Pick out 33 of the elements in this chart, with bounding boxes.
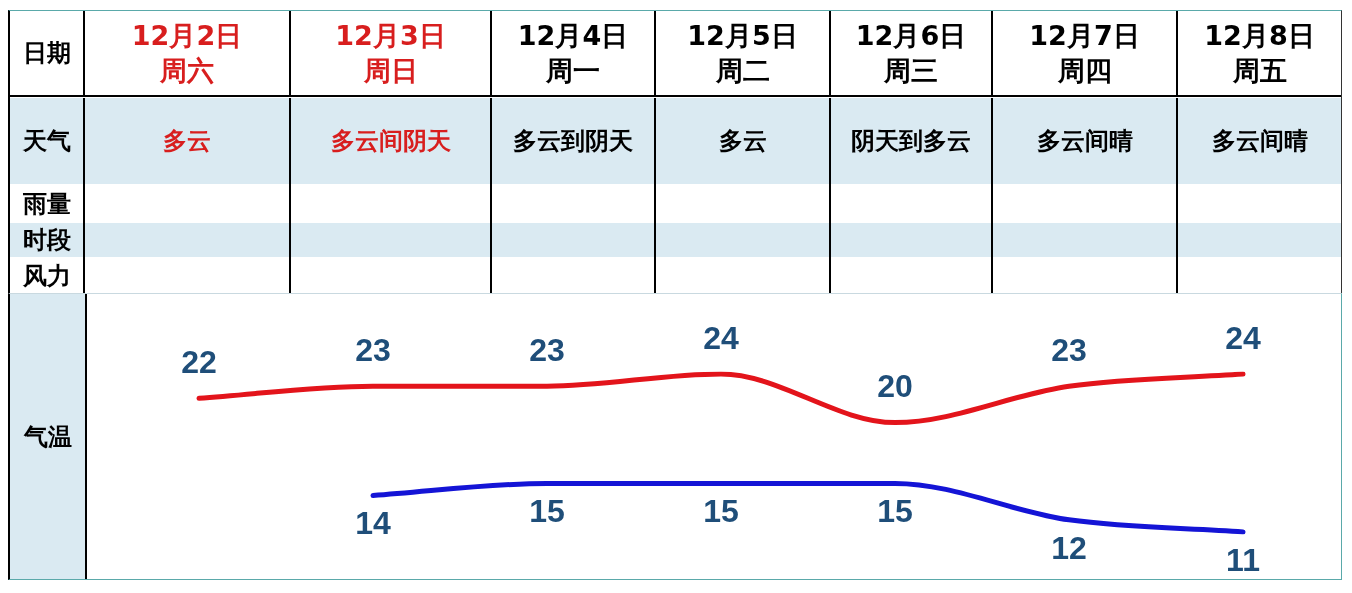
- text: 多云: [163, 127, 211, 155]
- data-label: 12: [1051, 529, 1087, 566]
- category-label: 天气: [22, 127, 71, 155]
- category-label: 12月5日周二: [686, 19, 799, 88]
- category-label: 12月8日周五: [1203, 19, 1316, 88]
- category-label: 12月2日周六: [130, 19, 244, 88]
- data-label: 15: [877, 493, 913, 530]
- data-label: 23: [529, 331, 565, 368]
- text: 多云到阴天: [513, 127, 633, 155]
- data-label: 14: [355, 505, 391, 542]
- text: 多云间晴: [1211, 127, 1308, 155]
- category-label: 雨量: [22, 189, 71, 218]
- text: 多云: [718, 127, 767, 155]
- text: 日期: [22, 38, 71, 69]
- data-label: 15: [529, 493, 565, 530]
- category-label: 12月3日周日: [334, 19, 447, 88]
- y-axis-title: 气温: [23, 421, 72, 453]
- data-label: 15: [703, 493, 739, 530]
- category-label: 风力: [22, 261, 71, 290]
- data-label: 23: [355, 331, 391, 368]
- text: 多云间晴: [1036, 127, 1133, 155]
- category-label: 12月4日周一: [516, 19, 630, 88]
- data-label: 24: [1225, 319, 1261, 356]
- data-label: 24: [703, 319, 739, 356]
- data-label: 22: [181, 344, 217, 381]
- data-label: 11: [1226, 541, 1260, 578]
- category-label: 时段: [22, 226, 71, 254]
- category-label: 12月7日周四: [1028, 19, 1141, 88]
- data-label: 23: [1051, 331, 1087, 368]
- category-label: 12月6日周三: [854, 19, 968, 88]
- text: 多云间阴天: [330, 127, 451, 155]
- text: 阴天到多云: [851, 127, 971, 155]
- data-label: 20: [877, 368, 913, 405]
